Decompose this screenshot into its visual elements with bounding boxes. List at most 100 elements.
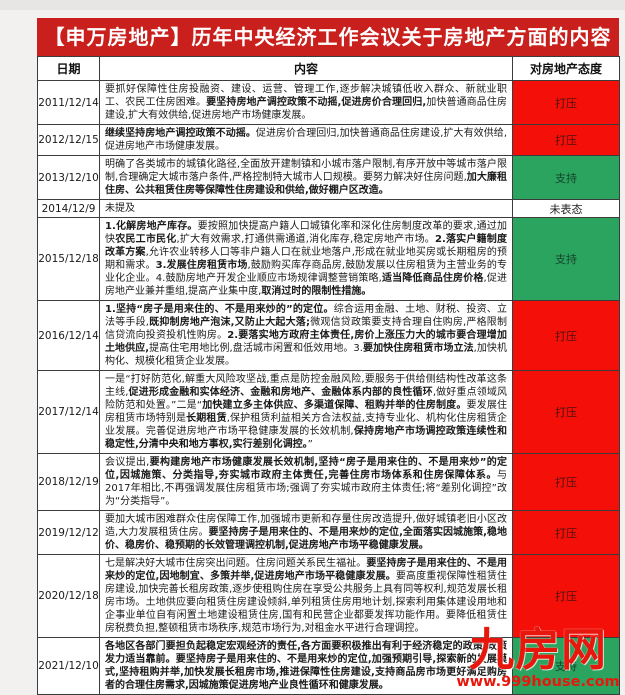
policy-table: 日期 内容 对房地产态度 2011/12/14 要抓好保障性住房投融资、建设、运营… <box>37 56 620 695</box>
content-segment: 要按照加快提高户籍人口城镇化率和深化住房制度改革的要求,通过加快 <box>105 221 507 245</box>
content-cell: 一是“打好防范化,解重大风险攻坚战,重点是防控金融风险,要服务于供给侧结构性改革… <box>99 370 513 454</box>
attitude-cell: 打压 <box>512 300 620 371</box>
column-header-content: 内容 <box>99 56 513 81</box>
content-cell: 未提及 <box>99 199 513 218</box>
content-segment: ,鼓励购买库存商品房,鼓励发展以住房租赁为主营业务的专业化企业。4.鼓励房地产开… <box>105 260 507 284</box>
attitude-cell: 打压 <box>512 124 620 156</box>
date-cell: 2015/12/18 <box>37 217 100 301</box>
content-segment: 明确了各类城市的城镇化路径,全面放开建制镇和小城市落户限制,有序开放中等城市落户… <box>105 159 507 183</box>
content-cell: 要抓好保障性住房投融资、建设、运营、管理工作,逐步解决城镇低收入群众、新就业职工… <box>99 80 513 125</box>
table-body: 2011/12/14 要抓好保障性住房投融资、建设、运营、管理工作,逐步解决城镇低… <box>37 80 620 695</box>
date-cell: 2020/12/18 <box>37 554 100 638</box>
date-cell: 2016/12/14 <box>37 300 100 371</box>
content-segment: ,保护租赁利益相关方合法权益,支持专业化、机构化住房租赁企业发展。完善促进房地产… <box>105 413 508 437</box>
date-cell: 2012/12/15 <box>37 124 100 156</box>
content-bold-segment: 要坚持房子是用来住的、不是用来炒的定位,因地制宜、多策并举,促进房地产市场平稳健… <box>105 558 508 582</box>
table-row: 2016/12/14 1.坚持“房子是用来住的、不是用来炒的”的定位。综合运用金融… <box>37 300 620 371</box>
content-segment: ” <box>307 439 313 450</box>
content-bold-segment: 要构建房地产市场健康发展长效机制,坚持“房子是用来住的、不是用来炒”的定位,因城… <box>105 457 507 481</box>
content-bold-segment: 各地区各部门要担负起稳定宏观经济的责任,各方面要积极推出有利于经济稳定的政策,政… <box>105 641 507 691</box>
date-cell: 2021/12/10 <box>37 637 100 695</box>
content-cell: 要加大城市困难群众住房保障工作,加强城市更新和存量住房改造提升,做好城镇老旧小区… <box>99 510 513 555</box>
content-bold-segment: 1.化解房地产库存。 <box>105 221 198 232</box>
watermark-url: www.999house.com <box>456 674 620 690</box>
table-row: 2012/12/15 继续坚持房地产调控政策不动摇。促进房价合理回归,加快普通商品… <box>37 124 620 156</box>
content-cell: 1.化解房地产库存。要按照加快提高户籍人口城镇化率和深化住房制度改革的要求,通过… <box>99 217 513 301</box>
attitude-cell: 打压 <box>512 80 620 125</box>
attitude-cell: 支持 <box>512 637 620 695</box>
content-segment: 一是“打好防范化,解重大风险攻坚战,重点是防控金融风险,要服务于供给侧结构性改革… <box>105 374 507 398</box>
content-bold-segment: 2.要落实地方政府主体责任,房价上涨压力大的城市要合理增加土地供应, <box>105 330 508 354</box>
attitude-cell: 打压 <box>512 453 620 511</box>
content-bold-segment: 农民工市民化 <box>115 234 177 245</box>
date-cell: 2014/12/9 <box>37 199 100 218</box>
content-bold-segment: 长期租赁 <box>186 413 227 424</box>
content-segment: 微观信贷政策要支持合理自住购房,严格限制信贷流向投资投机性购房。 <box>105 317 507 341</box>
attitude-cell: 未表态 <box>512 199 620 218</box>
content-bold-segment: 保持房地产市场调控政策连续性和稳定性,分清中央和地方事权,实行差别化调控。 <box>105 426 507 450</box>
column-header-date: 日期 <box>37 56 100 81</box>
attitude-cell: 打压 <box>512 370 620 454</box>
table-row: 2014/12/9 未提及 未表态 <box>37 199 620 218</box>
content-cell: 1.坚持“房子是用来住的、不是用来炒的”的定位。综合运用金融、土地、财税、投资、… <box>99 300 513 371</box>
content-segment: ,做好重点领域风险防范和处置。”二是“ <box>105 387 507 411</box>
table-row: 2015/12/18 1.化解房地产库存。要按照加快提高户籍人口城镇化率和深化住房… <box>37 217 620 301</box>
content-segment: 加快普通商品住房建设,扩大有效供给,促进房地产市场健康发展。 <box>105 97 508 121</box>
column-header-attitude: 对房地产态度 <box>512 56 620 81</box>
table-header-row: 日期 内容 对房地产态度 <box>37 56 620 81</box>
content-bold-segment: 既抑制房地产泡沫,又防止大起大落; <box>148 317 310 328</box>
attitude-cell: 打压 <box>512 554 620 638</box>
content-segment: ,促进房地产业兼并重组,提高产业集中度, <box>105 273 507 297</box>
content-segment: ,加快机构化、规模化租赁企业发展。 <box>105 343 507 367</box>
content-segment: ,扩大有效需求,打通供需通道,消化库存,稳定房地产市场。 <box>176 234 435 245</box>
attitude-cell: 支持 <box>512 217 620 301</box>
content-bold-segment: 要坚持房子是用来住的、不是用来炒的定位,全面落实因城施策,稳地价、稳房价、稳预期… <box>105 527 507 551</box>
date-cell: 2017/12/14 <box>37 370 100 454</box>
content-segment: 要发展住房租赁市场特别是 <box>105 400 508 424</box>
table-row: 2018/12/19 会议提出,要构建房地产市场健康发展长效机制,坚持“房子是用来… <box>37 453 620 511</box>
content-segment: 要加大城市困难群众住房保障工作,加强城市更新和存量住房改造提升,做好城镇老旧小区… <box>105 514 507 538</box>
content-bold-segment: 2.落实户籍制度改革方案 <box>105 234 508 258</box>
content-cell: 会议提出,要构建房地产市场健康发展长效机制,坚持“房子是用来住的、不是用来炒”的… <box>99 453 513 511</box>
content-segment: 综合运用金融、土地、财税、投资、立法等手段, <box>105 304 508 328</box>
table-row: 2019/12/12 要加大城市困难群众住房保障工作,加强城市更新和存量住房改造提… <box>37 510 620 555</box>
site-watermark: 九房网 www.999house.com <box>453 622 623 690</box>
content-bold-segment: 1.坚持“房子是用来住的、不是用来炒的”的定位。 <box>105 304 334 315</box>
content-cell: 继续坚持房地产调控政策不动摇。促进房价合理回归,加快普通商品住房建设,扩大有效供… <box>99 124 513 156</box>
content-bold-segment: 取消过时的限制性措施。 <box>261 286 372 297</box>
content-segment: 未提及 <box>105 203 135 214</box>
content-bold-segment: 促进形成金融和实体经济、金融和房地产、金融体系内部的良性循环 <box>128 387 433 398</box>
content-cell: 明确了各类城市的城镇化路径,全面放开建制镇和小城市落户限制,有序开放中等城市落户… <box>99 155 513 200</box>
table-row: 2011/12/14 要抓好保障性住房投融资、建设、运营、管理工作,逐步解决城镇低… <box>37 80 620 125</box>
table-row: 2020/12/18 七是解决好大城市住房突出问题。住房问题关系民生福祉。要坚持房… <box>37 554 620 638</box>
table-row: 2021/12/10 各地区各部门要担负起稳定宏观经济的责任,各方面要积极推出有利… <box>37 637 620 695</box>
article-table-sheet: 【申万房地产】历年中央经济工作会议关于房地产方面的内容 日期 内容 对房地产态度… <box>37 18 620 695</box>
date-cell: 2018/12/19 <box>37 453 100 511</box>
attitude-cell: 打压 <box>512 510 620 555</box>
content-bold-segment: 加快建立多主体供应、多渠道保障、租购并举的住房制度。 <box>202 400 467 411</box>
content-bold-segment: 要加快住房租赁市场立法 <box>362 343 474 354</box>
content-segment: 会议提出, <box>105 457 150 468</box>
page-top-strip <box>0 0 625 10</box>
date-cell: 2019/12/12 <box>37 510 100 555</box>
content-segment: 与2017年相比,不再强调发展住房租赁市场;强调了夯实城市政府主体责任;将“差别… <box>105 470 507 507</box>
watermark-logo: 九房网 <box>468 622 607 676</box>
table-row: 2013/12/10 明确了各类城市的城镇化路径,全面放开建制镇和小城市落户限制,… <box>37 155 620 200</box>
content-bold-segment: 3.发展住房租赁市场 <box>155 260 248 271</box>
date-cell: 2013/12/10 <box>37 155 100 200</box>
content-segment: 七是解决好大城市住房突出问题。住房问题关系民生福祉。 <box>105 558 367 569</box>
table-row: 2017/12/14 一是“打好防范化,解重大风险攻坚战,重点是防控金融风险,要服… <box>37 370 620 454</box>
content-segment: 提高住宅用地比例,盘活城市闲置和低效用地。3. <box>149 343 363 354</box>
content-segment: ,允许农业转移人口等非户籍人口在就业地落户,形成在就业地买房或长期租房的预期和需… <box>105 247 508 271</box>
attitude-cell: 支持 <box>512 155 620 200</box>
content-bold-segment: 继续坚持房地产调控政策不动摇。 <box>105 128 256 139</box>
content-segment: 要高度重视保障性租赁住房建设,加快完善长租房政策,逐步使租购住房在享受公共服务上… <box>105 571 507 634</box>
page-title: 【申万房地产】历年中央经济工作会议关于房地产方面的内容 <box>37 18 619 56</box>
content-bold-segment: 适当降低商品住房价格 <box>381 273 484 284</box>
content-cell: 七是解决好大城市住房突出问题。住房问题关系民生福祉。要坚持房子是用来住的、不是用… <box>99 554 513 638</box>
content-segment: 促进房价合理回归,加快普通商品住房建设,扩大有效供给,促进房地产市场健康发展。 <box>105 128 507 152</box>
content-cell: 各地区各部门要担负起稳定宏观经济的责任,各方面要积极推出有利于经济稳定的政策,政… <box>99 637 513 695</box>
content-bold-segment: 要坚持房地产调控政策不动摇,促进房价合理回归, <box>206 97 427 108</box>
content-bold-segment: 加大廉租住房、公共租赁住房等保障性住房建设和供给,做好棚户区改造。 <box>105 172 507 196</box>
content-segment: 要抓好保障性住房投融资、建设、运营、管理工作,逐步解决城镇低收入群众、新就业职工… <box>105 84 507 108</box>
